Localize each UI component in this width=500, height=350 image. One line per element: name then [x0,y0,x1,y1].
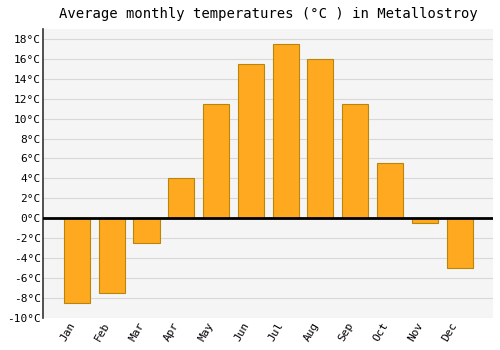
Title: Average monthly temperatures (°C ) in Metallostroy: Average monthly temperatures (°C ) in Me… [59,7,478,21]
Bar [134,218,160,243]
Bar [203,104,229,218]
Bar [98,218,125,293]
Bar [446,218,472,268]
Bar [168,178,194,218]
Bar [272,44,298,218]
Bar [412,218,438,223]
Bar [377,163,403,218]
Bar [64,218,90,303]
Bar [238,64,264,218]
Bar [342,104,368,218]
Bar [308,59,334,218]
